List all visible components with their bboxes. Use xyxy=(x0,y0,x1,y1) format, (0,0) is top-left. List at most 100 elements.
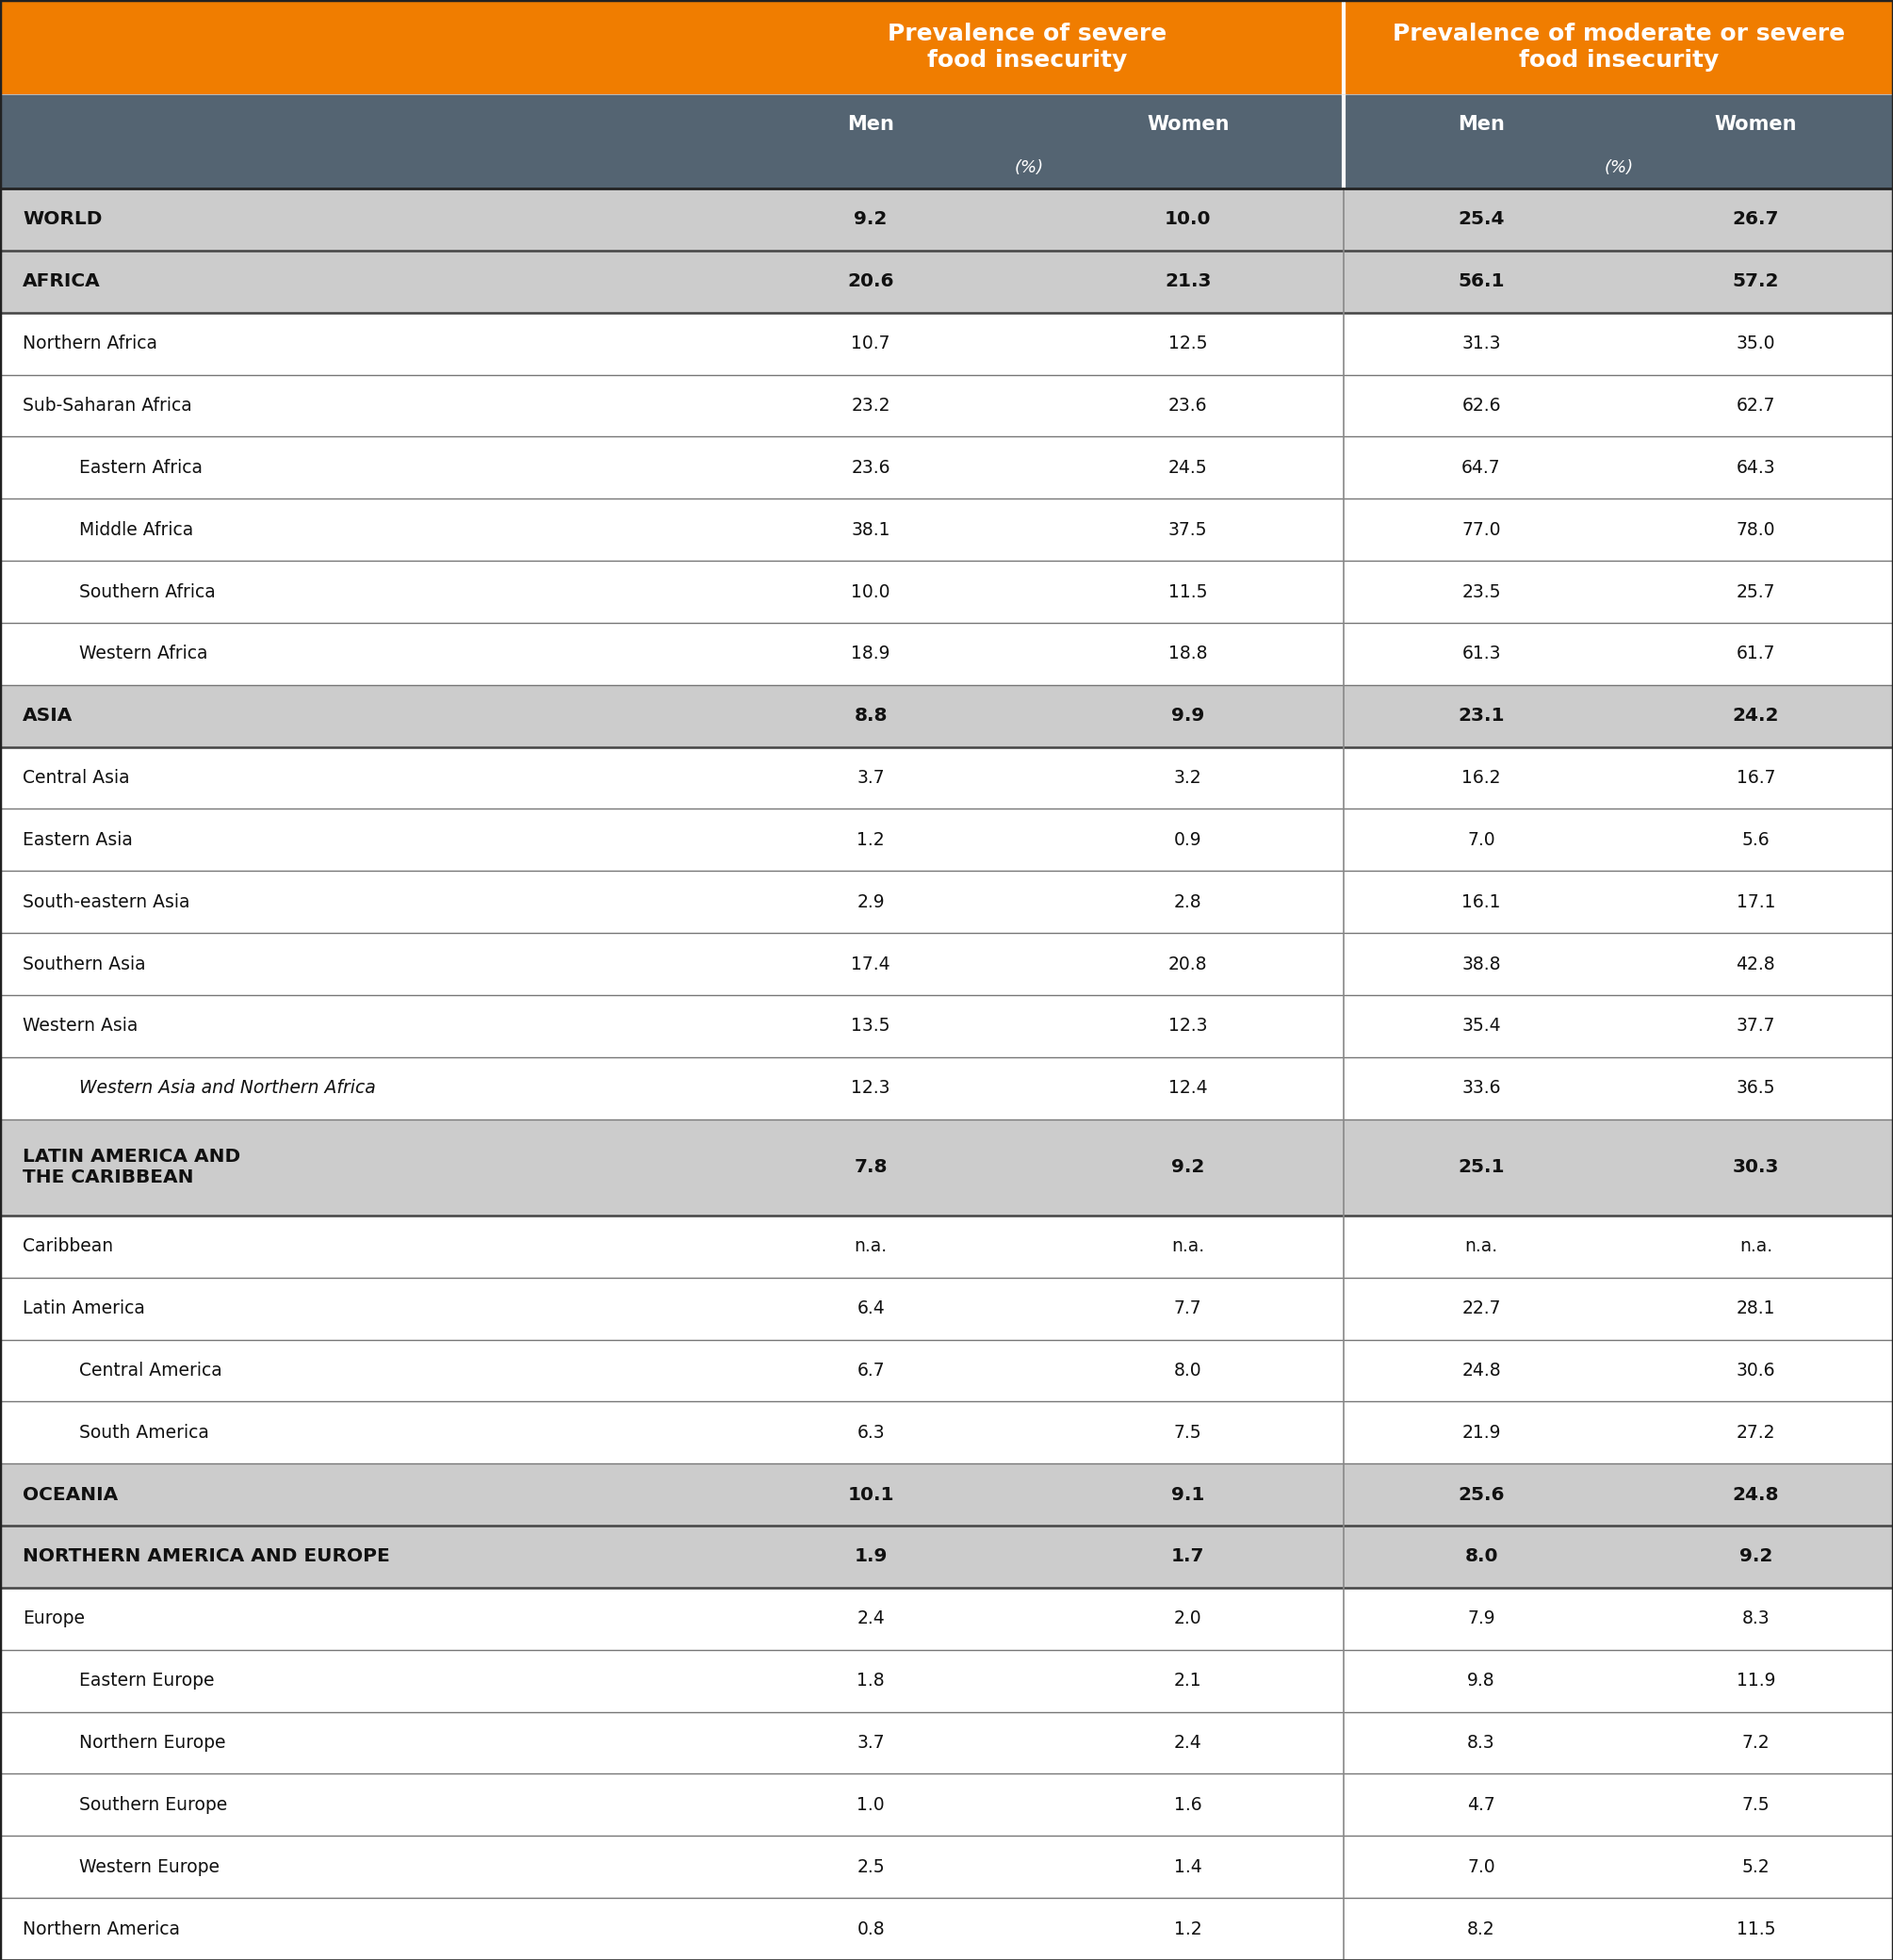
Bar xyxy=(0,0,1893,94)
Text: n.a.: n.a. xyxy=(1740,1237,1772,1254)
Text: 37.7: 37.7 xyxy=(1736,1017,1776,1035)
Text: 8.0: 8.0 xyxy=(1465,1548,1497,1566)
Text: 35.4: 35.4 xyxy=(1461,1017,1501,1035)
Text: Western Asia: Western Asia xyxy=(23,1017,138,1035)
Text: LATIN AMERICA AND
THE CARIBBEAN: LATIN AMERICA AND THE CARIBBEAN xyxy=(23,1149,240,1186)
Text: Men: Men xyxy=(1458,116,1505,133)
Text: Caribbean: Caribbean xyxy=(23,1237,114,1254)
Bar xyxy=(0,251,1893,312)
Text: 20.6: 20.6 xyxy=(848,272,893,290)
Text: 28.1: 28.1 xyxy=(1736,1299,1776,1317)
Bar xyxy=(0,1837,1893,1897)
Bar xyxy=(0,94,1893,188)
Text: 0.8: 0.8 xyxy=(858,1921,884,1938)
Text: 5.6: 5.6 xyxy=(1742,831,1770,849)
Bar xyxy=(0,1588,1893,1650)
Text: 1.2: 1.2 xyxy=(1174,1921,1202,1938)
Text: NORTHERN AMERICA AND EUROPE: NORTHERN AMERICA AND EUROPE xyxy=(23,1548,390,1566)
Text: 21.9: 21.9 xyxy=(1461,1423,1501,1441)
Text: 2.1: 2.1 xyxy=(1174,1672,1202,1690)
Text: 23.1: 23.1 xyxy=(1458,708,1505,725)
Text: 3.7: 3.7 xyxy=(858,768,884,786)
Text: 7.5: 7.5 xyxy=(1174,1423,1202,1441)
Text: Northern Africa: Northern Africa xyxy=(23,335,157,353)
Text: OCEANIA: OCEANIA xyxy=(23,1486,117,1503)
Text: 2.4: 2.4 xyxy=(858,1609,884,1627)
Text: Western Asia and Northern Africa: Western Asia and Northern Africa xyxy=(80,1080,377,1098)
Text: Women: Women xyxy=(1715,116,1796,133)
Text: 12.3: 12.3 xyxy=(852,1080,890,1098)
Text: 17.4: 17.4 xyxy=(852,955,890,972)
Text: 11.9: 11.9 xyxy=(1736,1672,1776,1690)
Text: 11.5: 11.5 xyxy=(1736,1921,1776,1938)
Text: 9.9: 9.9 xyxy=(1172,708,1204,725)
Text: (%): (%) xyxy=(1015,159,1043,176)
Bar xyxy=(0,1056,1893,1119)
Bar xyxy=(0,1897,1893,1960)
Text: 7.2: 7.2 xyxy=(1742,1735,1770,1752)
Text: Latin America: Latin America xyxy=(23,1299,146,1317)
Text: 5.2: 5.2 xyxy=(1742,1858,1770,1876)
Text: Southern Europe: Southern Europe xyxy=(80,1795,227,1813)
Text: 24.2: 24.2 xyxy=(1732,708,1779,725)
Text: Prevalence of severe
food insecurity: Prevalence of severe food insecurity xyxy=(888,24,1166,71)
Text: 26.7: 26.7 xyxy=(1732,210,1779,229)
Text: 21.3: 21.3 xyxy=(1164,272,1212,290)
Text: 24.5: 24.5 xyxy=(1168,459,1208,476)
Text: Europe: Europe xyxy=(23,1609,85,1627)
Text: 2.4: 2.4 xyxy=(1174,1735,1202,1752)
Bar xyxy=(0,437,1893,498)
Text: 62.7: 62.7 xyxy=(1736,396,1776,416)
Text: 0.9: 0.9 xyxy=(1174,831,1202,849)
Text: 16.1: 16.1 xyxy=(1461,894,1501,911)
Text: 36.5: 36.5 xyxy=(1736,1080,1776,1098)
Text: 16.7: 16.7 xyxy=(1736,768,1776,786)
Text: 8.0: 8.0 xyxy=(1174,1362,1202,1380)
Text: 6.7: 6.7 xyxy=(858,1362,884,1380)
Text: 25.6: 25.6 xyxy=(1458,1486,1505,1503)
Text: Western Europe: Western Europe xyxy=(80,1858,220,1876)
Text: 3.7: 3.7 xyxy=(858,1735,884,1752)
Text: 64.7: 64.7 xyxy=(1461,459,1501,476)
Text: AFRICA: AFRICA xyxy=(23,272,100,290)
Text: 31.3: 31.3 xyxy=(1461,335,1501,353)
Bar xyxy=(0,1401,1893,1464)
Text: 2.9: 2.9 xyxy=(858,894,884,911)
Text: 7.0: 7.0 xyxy=(1467,831,1495,849)
Text: 61.3: 61.3 xyxy=(1461,645,1501,662)
Text: 78.0: 78.0 xyxy=(1736,521,1776,539)
Text: 23.5: 23.5 xyxy=(1461,582,1501,602)
Bar xyxy=(0,1711,1893,1774)
Text: 10.7: 10.7 xyxy=(852,335,890,353)
Text: 57.2: 57.2 xyxy=(1732,272,1779,290)
Bar xyxy=(0,1774,1893,1837)
Text: 33.6: 33.6 xyxy=(1461,1080,1501,1098)
Text: 4.7: 4.7 xyxy=(1467,1795,1495,1813)
Text: n.a.: n.a. xyxy=(854,1237,888,1254)
Text: 13.5: 13.5 xyxy=(852,1017,890,1035)
Text: 24.8: 24.8 xyxy=(1732,1486,1779,1503)
Bar xyxy=(0,870,1893,933)
Text: 23.6: 23.6 xyxy=(852,459,890,476)
Text: 6.3: 6.3 xyxy=(858,1423,884,1441)
Text: 61.7: 61.7 xyxy=(1736,645,1776,662)
Text: 22.7: 22.7 xyxy=(1461,1299,1501,1317)
Text: 27.2: 27.2 xyxy=(1736,1423,1776,1441)
Text: 9.2: 9.2 xyxy=(1172,1158,1204,1176)
Text: 9.8: 9.8 xyxy=(1467,1672,1495,1690)
Text: 8.8: 8.8 xyxy=(854,708,888,725)
Text: 7.9: 7.9 xyxy=(1467,1609,1495,1627)
Text: Sub-Saharan Africa: Sub-Saharan Africa xyxy=(23,396,191,416)
Text: 1.4: 1.4 xyxy=(1174,1858,1202,1876)
Text: 37.5: 37.5 xyxy=(1168,521,1208,539)
Bar xyxy=(0,623,1893,684)
Text: Northern Europe: Northern Europe xyxy=(80,1735,225,1752)
Text: 8.2: 8.2 xyxy=(1467,1921,1495,1938)
Text: Southern Africa: Southern Africa xyxy=(80,582,216,602)
Text: Northern America: Northern America xyxy=(23,1921,180,1938)
Bar xyxy=(0,809,1893,870)
Text: 20.8: 20.8 xyxy=(1168,955,1208,972)
Text: 1.9: 1.9 xyxy=(854,1548,888,1566)
Text: Eastern Europe: Eastern Europe xyxy=(80,1672,214,1690)
Text: 12.4: 12.4 xyxy=(1168,1080,1208,1098)
